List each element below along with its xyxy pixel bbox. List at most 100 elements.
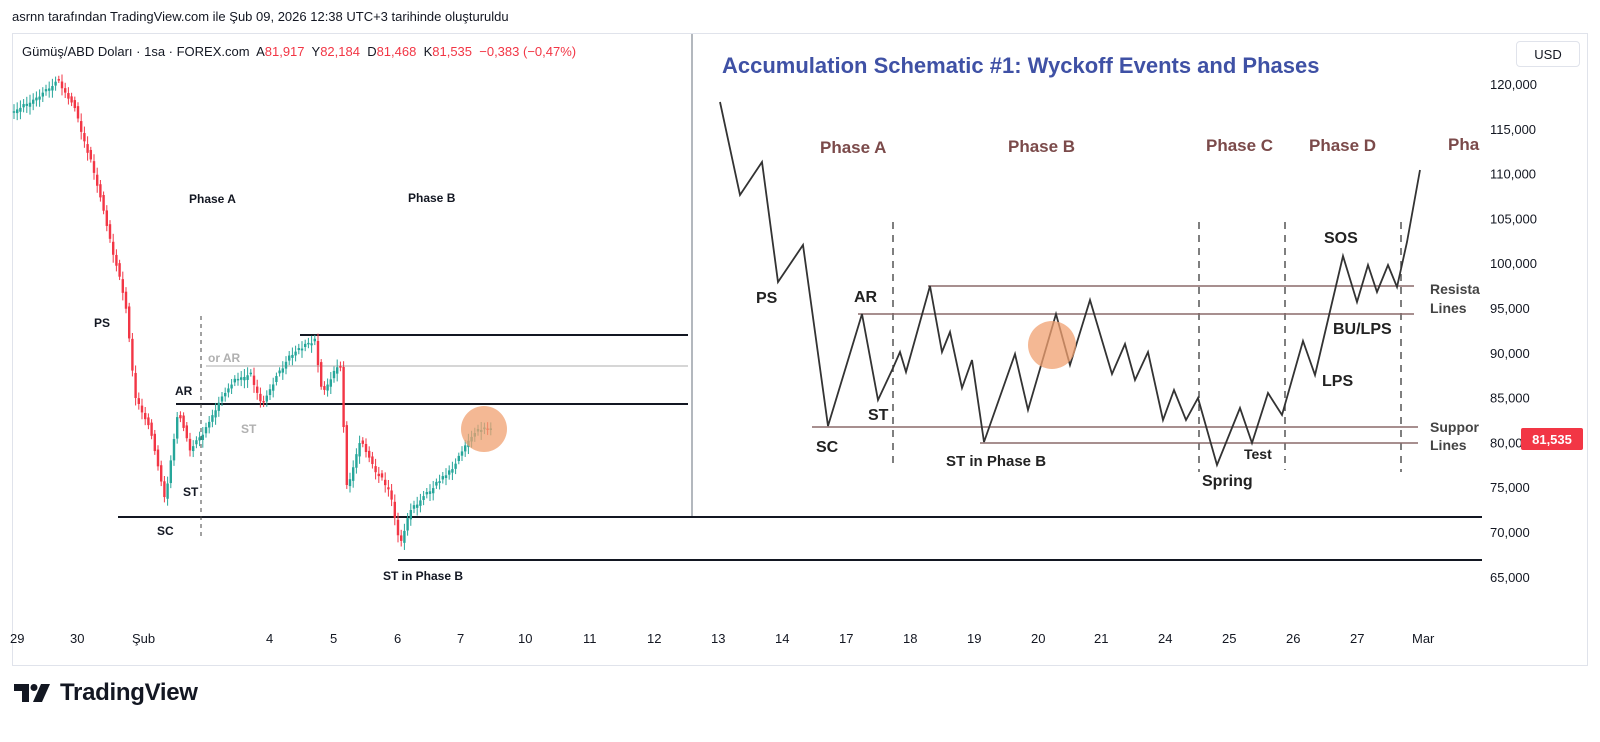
candle-body bbox=[28, 102, 32, 107]
tradingview-wordmark: TradingView bbox=[60, 679, 198, 706]
candle-body bbox=[38, 96, 41, 100]
candle-body bbox=[153, 433, 156, 452]
candle-body bbox=[169, 460, 172, 484]
time-tick-label: 4 bbox=[266, 631, 273, 646]
chart-frame bbox=[12, 33, 1588, 666]
candle-body bbox=[54, 81, 57, 86]
schematic-resistance-label-2: Lines bbox=[1430, 300, 1467, 316]
candle-body bbox=[348, 479, 352, 487]
candle-body bbox=[332, 370, 336, 379]
candle-body bbox=[188, 438, 192, 451]
schematic-phase-c: Phase C bbox=[1206, 136, 1273, 155]
high-value: 82,184 bbox=[320, 44, 360, 59]
time-tick-label: 26 bbox=[1286, 631, 1300, 646]
open-label: A bbox=[256, 44, 265, 59]
candle-body bbox=[256, 386, 259, 393]
candle-body bbox=[374, 466, 377, 473]
candle-body bbox=[275, 376, 278, 383]
candle-body bbox=[140, 405, 144, 413]
time-tick-label: 20 bbox=[1031, 631, 1045, 646]
candle-body bbox=[217, 402, 220, 411]
candle-body bbox=[156, 449, 160, 467]
candle-body bbox=[323, 386, 326, 390]
candle-body bbox=[368, 450, 371, 458]
candle-body bbox=[73, 100, 76, 109]
candle-body bbox=[240, 377, 243, 380]
candle-body bbox=[313, 338, 316, 342]
candle-body bbox=[185, 425, 188, 439]
candle-body bbox=[268, 389, 272, 396]
candle-body bbox=[441, 476, 444, 480]
price-tick-label: 100,000 bbox=[1490, 256, 1537, 271]
candle-body bbox=[396, 519, 400, 536]
schematic-test-label: Test bbox=[1244, 446, 1272, 462]
candle-body bbox=[438, 481, 441, 484]
candle-body bbox=[224, 392, 227, 397]
time-tick-label: 14 bbox=[775, 631, 789, 646]
price-tick-label: 75,000 bbox=[1490, 480, 1530, 495]
candle-body bbox=[150, 422, 153, 436]
candle-body bbox=[262, 401, 265, 403]
currency-button[interactable]: USD bbox=[1516, 41, 1580, 67]
sc-label: SC bbox=[157, 524, 174, 538]
chart-caption: asrnn tarafından TradingView.com ile Şub… bbox=[12, 9, 509, 24]
schematic-price-path bbox=[719, 101, 1421, 468]
candle-body bbox=[67, 93, 70, 99]
candle-body bbox=[198, 437, 201, 441]
candle-body bbox=[281, 368, 284, 373]
candle-body bbox=[342, 366, 345, 428]
candle-body bbox=[86, 144, 89, 153]
change-value: −0,383 (−0,47%) bbox=[479, 44, 577, 59]
schematic-phase-b: Phase B bbox=[1008, 137, 1075, 156]
price-tick-label: 70,000 bbox=[1490, 525, 1530, 540]
candle-body bbox=[201, 434, 204, 440]
price-axis[interactable]: 120,000 115,000 110,000 105,000 100,000 95,00… bbox=[1490, 77, 1537, 585]
price-tick-label: 110,000 bbox=[1490, 167, 1536, 182]
phase-a-label: Phase A bbox=[189, 192, 236, 206]
candle-body bbox=[172, 439, 176, 461]
time-tick-label: 6 bbox=[394, 631, 401, 646]
close-label: K bbox=[423, 44, 433, 59]
candle-body bbox=[361, 440, 364, 444]
time-axis[interactable]: 29 30 Şub 4 5 6 7 10 11 12 13 14 17 18 19 20 21 24 25 26 27 M… bbox=[10, 631, 1435, 646]
price-tick-label: 120,000 bbox=[1490, 77, 1537, 92]
symbol-name[interactable]: Gümüş/ABD Doları · 1sa · FOREX.com bbox=[22, 44, 250, 59]
schematic-ar-label: AR bbox=[854, 289, 878, 306]
candle-body bbox=[76, 106, 80, 119]
candle-body bbox=[80, 121, 83, 132]
time-tick-label: 7 bbox=[457, 631, 464, 646]
candle-body bbox=[384, 479, 387, 486]
symbol-info: Gümüş/ABD Doları · 1sa · FOREX.com A81,9… bbox=[22, 44, 576, 59]
candle-body bbox=[464, 445, 467, 452]
candle-body bbox=[380, 473, 384, 478]
candle-body bbox=[16, 109, 19, 114]
price-tick-label: 115,000 bbox=[1490, 122, 1536, 137]
candle-body bbox=[160, 465, 163, 482]
candle-body bbox=[393, 501, 396, 518]
candle-body bbox=[284, 361, 288, 369]
candle-body bbox=[297, 348, 300, 351]
candle-body bbox=[416, 504, 419, 508]
time-tick-label: Mar bbox=[1412, 631, 1435, 646]
tradingview-logo[interactable]: TradingView bbox=[14, 679, 198, 707]
schematic-sc-label: SC bbox=[816, 439, 839, 456]
candle-body bbox=[51, 86, 54, 91]
candle-body bbox=[22, 104, 25, 108]
highlight-circle bbox=[461, 406, 507, 452]
candle-body bbox=[377, 473, 380, 477]
candle-body bbox=[208, 421, 211, 428]
candle-body bbox=[144, 412, 147, 420]
price-tick-label: 85,000 bbox=[1490, 391, 1530, 406]
candle-body bbox=[294, 351, 297, 356]
candle-body bbox=[409, 509, 412, 520]
candle-body bbox=[259, 393, 262, 402]
ps-label: PS bbox=[94, 316, 110, 330]
candle-body bbox=[412, 505, 416, 509]
candle-body bbox=[48, 88, 51, 91]
candle-body bbox=[204, 427, 208, 434]
schematic-bu-lps-label: BU/LPS bbox=[1333, 321, 1392, 338]
time-tick-label: 24 bbox=[1158, 631, 1172, 646]
candle-body bbox=[448, 470, 451, 475]
candle-body bbox=[137, 398, 140, 404]
